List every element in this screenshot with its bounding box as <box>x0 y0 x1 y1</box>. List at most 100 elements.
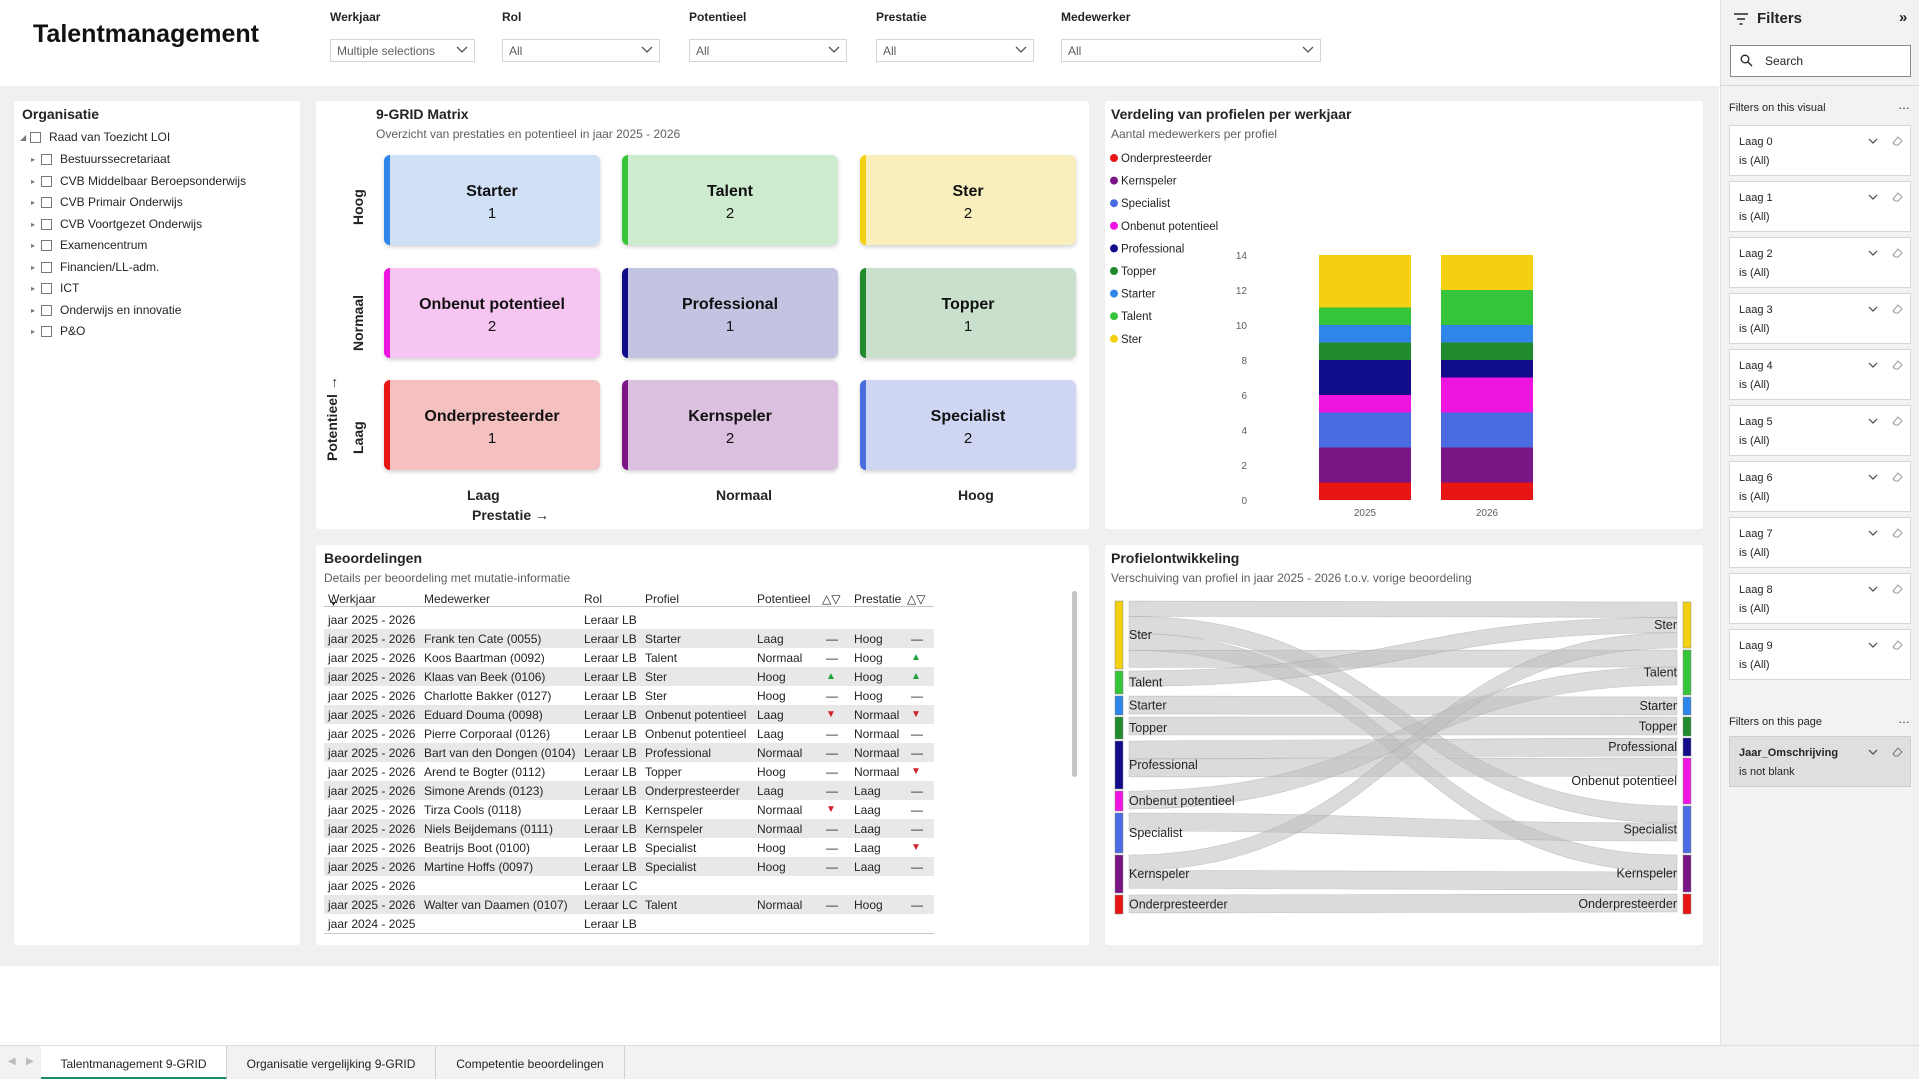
table-row[interactable]: jaar 2025 - 2026 Charlotte Bakker (0127) L… <box>324 686 934 705</box>
bar-segment[interactable] <box>1319 412 1411 448</box>
table-row[interactable]: jaar 2025 - 2026 Simone Arends (0123) Lera… <box>324 781 934 800</box>
grid-cell[interactable]: Topper 1 <box>860 268 1076 358</box>
expand-icon[interactable]: ▸ <box>31 305 36 315</box>
table-row[interactable]: jaar 2025 - 2026 Arend te Bogter (0112) Le… <box>324 762 934 781</box>
medewerker-dropdown[interactable]: All <box>1061 39 1321 62</box>
next-page-icon[interactable]: ▶ <box>26 1056 34 1067</box>
sankey-node-left[interactable] <box>1114 670 1124 695</box>
grid-cell[interactable]: Onbenut potentieel 2 <box>384 268 600 358</box>
bar-segment[interactable] <box>1319 342 1411 361</box>
visual-filter-card[interactable]: Laag 2 is (All) <box>1729 237 1911 288</box>
sankey-node-right[interactable] <box>1682 854 1692 893</box>
sankey-node-right[interactable] <box>1682 737 1692 757</box>
tab-talentmanagement[interactable]: Talentmanagement 9-GRID <box>41 1046 227 1079</box>
chevron-down-icon[interactable] <box>1867 415 1879 427</box>
visual-filter-card[interactable]: Laag 9 is (All) <box>1729 629 1911 680</box>
expand-icon[interactable]: ▸ <box>31 197 36 207</box>
visual-filter-card[interactable]: Laag 4 is (All) <box>1729 349 1911 400</box>
eraser-icon[interactable] <box>1891 638 1904 651</box>
bar-segment[interactable] <box>1319 255 1411 308</box>
chevron-down-icon[interactable] <box>1867 639 1879 651</box>
sankey-link[interactable] <box>1128 600 1678 618</box>
table-row[interactable]: jaar 2025 - 2026 Beatrijs Boot (0100) Lera… <box>324 838 934 857</box>
expand-icon[interactable]: ◢ <box>20 132 27 142</box>
tree-item[interactable]: ▸ P&O <box>31 324 85 338</box>
tree-item[interactable]: ▸ Examencentrum <box>31 238 147 252</box>
table-scrollbar[interactable] <box>1072 591 1077 777</box>
sankey-node-right[interactable] <box>1682 601 1692 649</box>
column-header[interactable]: Profiel <box>645 592 680 606</box>
grid-cell[interactable]: Ster 2 <box>860 155 1076 245</box>
checkbox[interactable] <box>41 196 52 208</box>
table-row[interactable]: jaar 2025 - 2026 Leraar LB <box>324 610 934 629</box>
bar-segment[interactable] <box>1441 377 1533 413</box>
bar-segment[interactable] <box>1319 447 1411 483</box>
sankey-link[interactable] <box>1128 870 1678 891</box>
eraser-icon[interactable] <box>1891 745 1904 758</box>
eraser-icon[interactable] <box>1891 190 1904 203</box>
table-row[interactable]: jaar 2025 - 2026 Bart van den Dongen (010… <box>324 743 934 762</box>
column-header[interactable]: Potentieel <box>757 592 811 606</box>
sankey-node-left[interactable] <box>1114 695 1124 716</box>
visual-filter-card[interactable]: Laag 6 is (All) <box>1729 461 1911 512</box>
eraser-icon[interactable] <box>1891 414 1904 427</box>
visual-filter-card[interactable]: Laag 3 is (All) <box>1729 293 1911 344</box>
expand-icon[interactable]: ▸ <box>31 262 36 272</box>
column-header[interactable]: △▽ <box>822 592 841 606</box>
table-row[interactable]: jaar 2025 - 2026 Martine Hoffs (0097) Lera… <box>324 857 934 876</box>
chevron-down-icon[interactable] <box>1867 359 1879 371</box>
sankey-node-right[interactable] <box>1682 649 1692 696</box>
sankey-node-right[interactable] <box>1682 805 1692 854</box>
sankey-node-right[interactable] <box>1682 716 1692 737</box>
expand-icon[interactable]: ▸ <box>31 154 36 164</box>
column-header[interactable]: Rol <box>584 592 603 606</box>
eraser-icon[interactable] <box>1891 246 1904 259</box>
sankey-node-left[interactable] <box>1114 894 1124 915</box>
bar-segment[interactable] <box>1441 325 1533 343</box>
potentieel-dropdown[interactable]: All <box>689 39 847 62</box>
bar-segment[interactable] <box>1441 412 1533 448</box>
grid-cell[interactable]: Onderpresteerder 1 <box>384 380 600 470</box>
table-row[interactable]: jaar 2025 - 2026 Eduard Douma (0098) Leraa… <box>324 705 934 724</box>
expand-icon[interactable]: ▸ <box>31 326 36 336</box>
bar-segment[interactable] <box>1441 342 1533 361</box>
sankey-node-right[interactable] <box>1682 893 1692 915</box>
sort-descending-icon[interactable]: ▼ <box>330 601 337 608</box>
bar-segment[interactable] <box>1319 360 1411 395</box>
checkbox[interactable] <box>41 261 52 273</box>
checkbox[interactable] <box>41 325 52 337</box>
tree-item[interactable]: ▸ Financien/LL-adm. <box>31 260 159 274</box>
bar-segment[interactable] <box>1319 325 1411 343</box>
filter-search-input[interactable]: Search <box>1730 45 1911 77</box>
chevron-down-icon[interactable] <box>1867 191 1879 203</box>
tree-item-root[interactable]: ◢ Raad van Toezicht LOI <box>20 130 170 144</box>
tree-item[interactable]: ▸ CVB Middelbaar Beroepsonderwijs <box>31 174 246 188</box>
sankey-link[interactable] <box>1128 893 1678 914</box>
checkbox[interactable] <box>30 131 41 143</box>
sankey-node-right[interactable] <box>1682 696 1692 716</box>
bar-segment[interactable] <box>1319 395 1411 413</box>
eraser-icon[interactable] <box>1891 582 1904 595</box>
sankey-node-left[interactable] <box>1114 812 1124 854</box>
tree-item[interactable]: ▸ CVB Voortgezet Onderwijs <box>31 217 202 231</box>
chevron-down-icon[interactable] <box>1867 746 1879 758</box>
table-row[interactable]: jaar 2025 - 2026 Klaas van Beek (0106) Ler… <box>324 667 934 686</box>
tab-competentie-beoordelingen[interactable]: Competentie beoordelingen <box>436 1046 625 1079</box>
eraser-icon[interactable] <box>1891 470 1904 483</box>
visual-filter-card[interactable]: Laag 7 is (All) <box>1729 517 1911 568</box>
chevron-down-icon[interactable] <box>1867 303 1879 315</box>
visual-filter-card[interactable]: Laag 8 is (All) <box>1729 573 1911 624</box>
sankey-link[interactable] <box>1128 695 1678 716</box>
tree-item[interactable]: ▸ ICT <box>31 281 79 295</box>
table-row[interactable]: jaar 2025 - 2026 Tirza Cools (0118) Leraar… <box>324 800 934 819</box>
prestatie-dropdown[interactable]: All <box>876 39 1034 62</box>
sankey-node-right[interactable] <box>1682 757 1692 805</box>
chevron-down-icon[interactable] <box>1867 583 1879 595</box>
visual-filter-card[interactable]: Laag 5 is (All) <box>1729 405 1911 456</box>
tree-item[interactable]: ▸ Onderwijs en innovatie <box>31 303 181 317</box>
chevron-down-icon[interactable] <box>1867 527 1879 539</box>
eraser-icon[interactable] <box>1891 358 1904 371</box>
eraser-icon[interactable] <box>1891 302 1904 315</box>
expand-icon[interactable]: ▸ <box>31 219 36 229</box>
bar-segment[interactable] <box>1441 447 1533 483</box>
